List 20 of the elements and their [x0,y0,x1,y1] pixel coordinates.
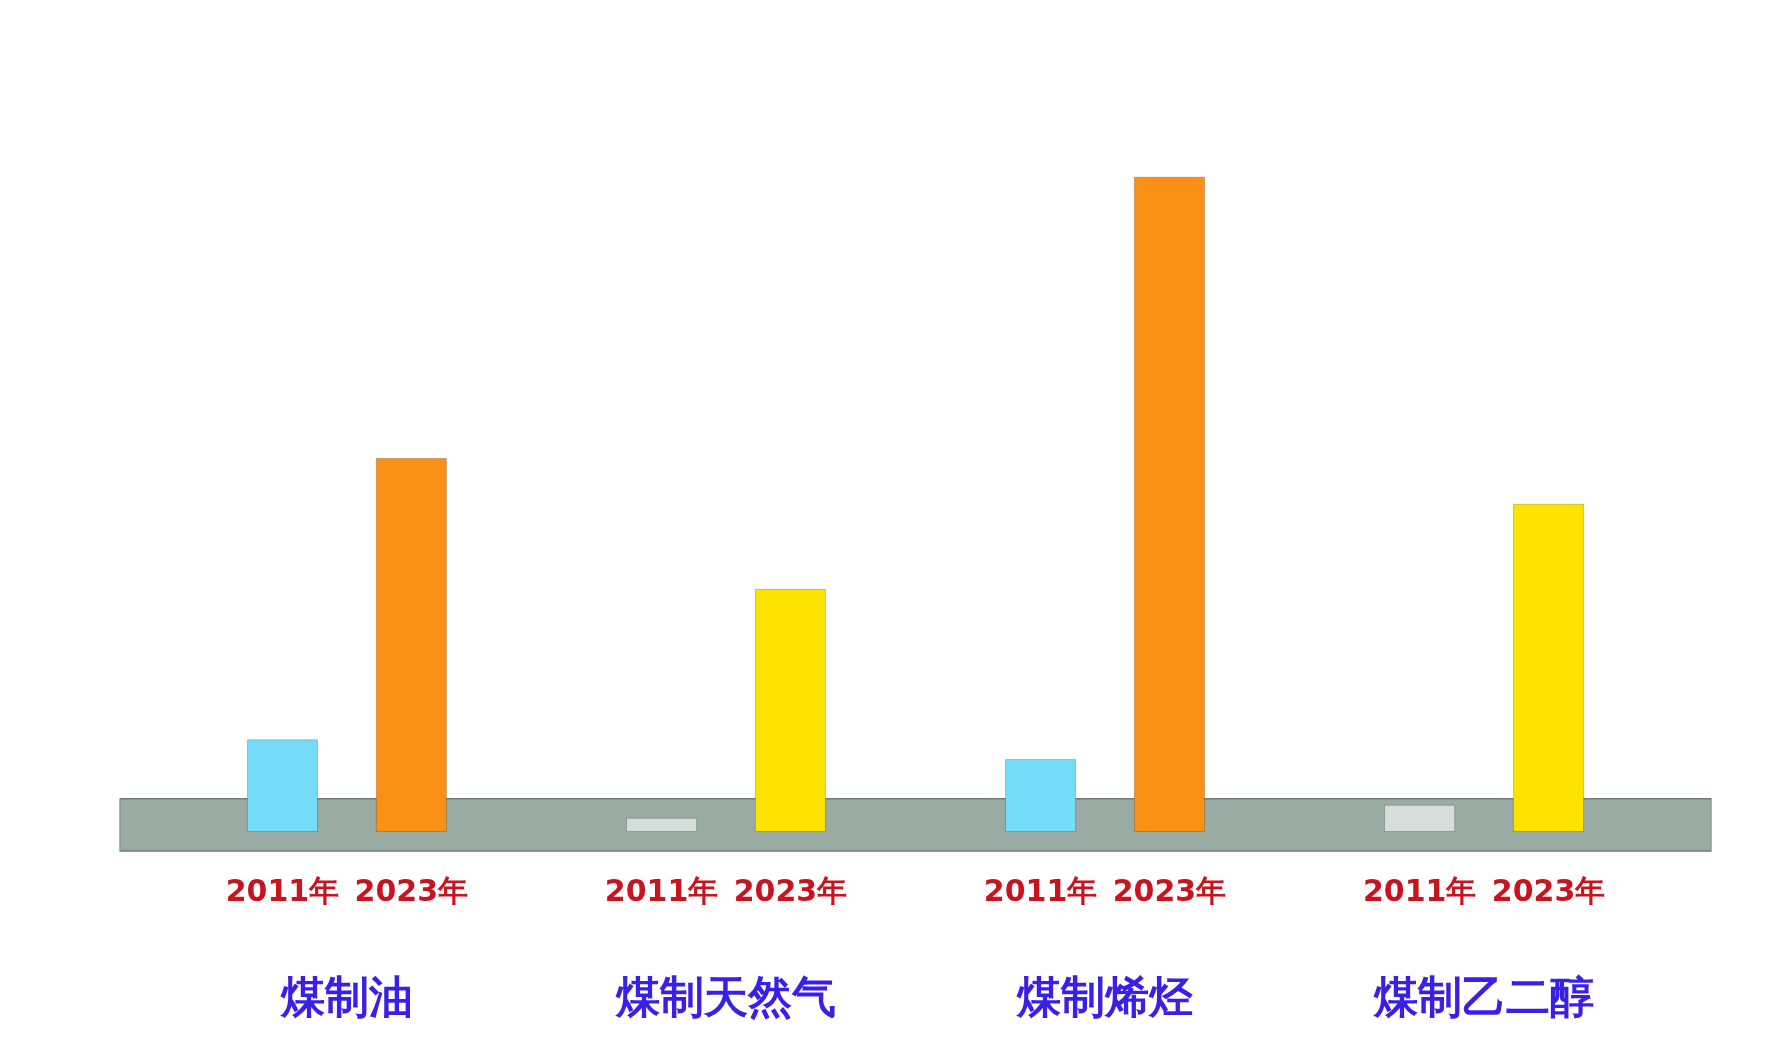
series-label: 2023年 [354,873,469,909]
x-tick-label: 煤制天然气 [613,970,836,1022]
bar [1512,503,1585,832]
series-label: 2011年 [1362,873,1477,909]
bar [625,817,698,832]
bar [1133,176,1206,832]
text: 2023年 [1491,873,1606,909]
text: 2023年 [1112,873,1227,909]
text: 2023年 [733,873,848,909]
x-tick-label: 煤制烯烃 [1015,970,1194,1022]
bar [246,739,319,832]
bar [375,458,447,832]
x-tick-label: 煤制油 [278,970,413,1022]
text: 2011年 [983,873,1098,909]
text: 2011年 [604,873,719,909]
bar [754,588,826,832]
x-tick-label: 煤制乙二醇 [1372,970,1595,1022]
text: 2011年 [225,873,340,909]
bar [1005,758,1077,832]
bar [1384,804,1456,832]
